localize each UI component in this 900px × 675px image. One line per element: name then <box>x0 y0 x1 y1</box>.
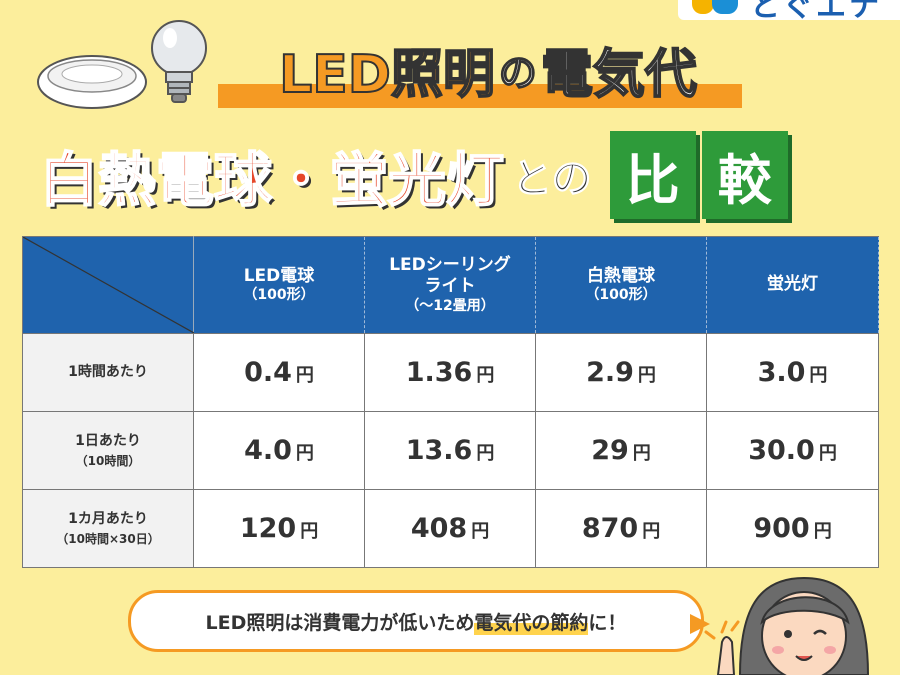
subtitle-to: との <box>512 156 593 203</box>
main-title: LED照明 の 電気代 <box>238 36 738 106</box>
row-label-text: 1カ月あたり <box>68 511 148 527</box>
cell-unit: 円 <box>642 521 661 542</box>
row-label-sub: （10時間×30日） <box>56 532 160 546</box>
cell-unit: 円 <box>813 521 832 542</box>
column-header-incandescent: 白熱電球 （100形） <box>535 236 707 334</box>
cell-unit: 円 <box>818 443 837 464</box>
table-cell: 4.0 円 <box>193 411 365 490</box>
cell-unit: 円 <box>300 521 319 542</box>
cell-unit: 円 <box>632 443 651 464</box>
cell-unit: 円 <box>637 365 656 386</box>
cell-value: 1.36 <box>405 357 473 388</box>
cell-unit: 円 <box>809 365 828 386</box>
table-row: 1時間あたり 0.4 円 1.36 円 2.9 円 3.0 円 <box>22 333 879 412</box>
cell-value: 120 <box>239 513 297 544</box>
row-label: 1日あたり （10時間） <box>22 411 194 490</box>
row-label-sub: （10時間） <box>75 454 141 468</box>
cell-value: 0.4 <box>244 357 292 388</box>
column-header-fluorescent: 蛍光灯 <box>706 236 879 334</box>
led-bulb-icon <box>151 20 207 103</box>
cell-value: 29 <box>591 435 629 466</box>
logo-word: とぐエナ <box>750 0 882 20</box>
subtitle-bulbs: 白熱電球・蛍光灯 <box>39 145 505 215</box>
logo-mark-icon <box>692 0 738 14</box>
table-row: 1日あたり （10時間） 4.0 円 13.6 円 29 円 30.0 円 <box>22 411 879 490</box>
bubble-text-pre: LED照明は消費電力が低いため <box>205 611 475 634</box>
ceiling-light-icon <box>37 55 147 109</box>
column-sub: （100形） <box>243 286 315 303</box>
table-cell: 408 円 <box>364 489 536 568</box>
table-cell: 29 円 <box>535 411 707 490</box>
column-name-2: ライト <box>424 276 476 297</box>
cell-unit: 円 <box>476 365 495 386</box>
corner-diagonal-line <box>23 237 194 333</box>
cell-value: 900 <box>753 513 810 544</box>
title-led: LED照明 <box>278 44 496 106</box>
cell-value: 30.0 <box>748 435 815 466</box>
table-cell: 2.9 円 <box>535 333 707 412</box>
table-cell: 870 円 <box>535 489 707 568</box>
table-cell: 900 円 <box>706 489 879 568</box>
comparison-table: LED電球 （100形） LEDシーリング ライト （～12畳用） 白熱電球 （… <box>22 236 879 568</box>
cell-unit: 円 <box>295 365 314 386</box>
table-header-row: LED電球 （100形） LEDシーリング ライト （～12畳用） 白熱電球 （… <box>22 236 879 334</box>
column-name: 白熱電球 <box>587 265 655 286</box>
table-cell: 0.4 円 <box>193 333 365 412</box>
cell-unit: 円 <box>476 443 495 464</box>
cell-value: 3.0 <box>757 357 806 388</box>
bubble-text-post: に！ <box>588 611 627 634</box>
brand-logo: とぐエナ <box>678 0 900 20</box>
title-underline-bar <box>218 84 742 108</box>
speech-bubble: LED照明は消費電力が低いため 電気代の節約 に！ <box>128 590 704 652</box>
title-electricity-cost: 電気代 <box>540 44 698 106</box>
cell-value: 870 <box>581 513 639 544</box>
subtitle: 白熱電球・蛍光灯 との 比 較 <box>39 130 788 220</box>
table-row: 1カ月あたり （10時間×30日） 120 円 408 円 870 円 900 円 <box>22 489 879 568</box>
column-sub: （100形） <box>585 286 657 303</box>
cell-value: 4.0 <box>244 435 292 466</box>
table-cell: 1.36 円 <box>364 333 536 412</box>
column-name: LED電球 <box>243 265 315 286</box>
table-cell: 3.0 円 <box>706 333 879 412</box>
table-cell: 120 円 <box>193 489 365 568</box>
table-cell: 30.0 円 <box>706 411 879 490</box>
column-name: LEDシーリング <box>389 255 511 275</box>
compare-box-2: 較 <box>701 131 788 219</box>
row-label: 1時間あたり <box>22 333 194 412</box>
column-sub: （～12畳用） <box>405 297 495 314</box>
column-name: 蛍光灯 <box>767 274 818 295</box>
cell-value: 408 <box>410 513 468 544</box>
row-label-text: 1日あたり <box>75 433 141 449</box>
cell-value: 13.6 <box>405 435 473 466</box>
bubble-highlight: 電気代の節約 <box>474 607 589 635</box>
table-corner-cell <box>22 236 194 334</box>
compare-box-1: 比 <box>609 131 696 219</box>
woman-pointing-icon <box>704 576 870 675</box>
column-header-led-ceiling: LEDシーリング ライト （～12畳用） <box>364 236 536 334</box>
cell-unit: 円 <box>471 521 490 542</box>
cell-value: 2.9 <box>586 357 634 388</box>
cell-unit: 円 <box>295 443 314 464</box>
row-label: 1カ月あたり （10時間×30日） <box>22 489 194 568</box>
row-label-text: 1時間あたり <box>68 364 148 380</box>
speech-bubble-tail <box>690 614 710 634</box>
column-header-led-bulb: LED電球 （100形） <box>193 236 365 334</box>
table-cell: 13.6 円 <box>364 411 536 490</box>
title-no: の <box>498 50 538 96</box>
